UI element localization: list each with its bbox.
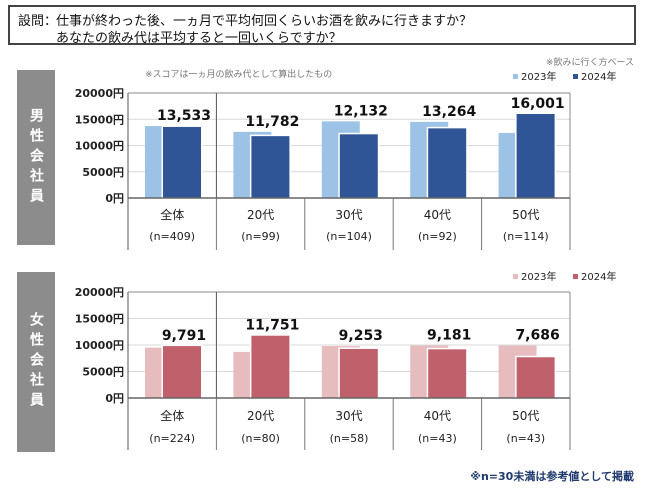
legend-label: 2023年 <box>521 70 556 83</box>
sample-size-label: (n=224) <box>149 432 195 445</box>
score-note: ※スコアは一ヵ月の飲み代として算出したもの <box>145 70 333 80</box>
bar-2024 <box>516 113 555 198</box>
category-label: 50代 <box>512 409 539 423</box>
y-tick-label: 20000円 <box>75 87 124 100</box>
data-label: 11,751 <box>245 318 299 334</box>
sample-size-label: (n=104) <box>326 230 372 243</box>
category-label: 全体 <box>160 207 184 222</box>
data-label: 12,132 <box>334 103 388 119</box>
question-box: 設問： 仕事が終わった後、一ヵ月で平均何回くらいお酒を飲みに行きますか？ あなた… <box>8 5 636 46</box>
y-tick-label: 5000円 <box>82 166 124 179</box>
female-panel-label: 女性会社員 <box>17 272 55 452</box>
question-line-2: あなたの飲み代は平均すると一回いくらですか？ <box>56 31 342 46</box>
legend-label: 2024年 <box>581 270 616 283</box>
category-label: 20代 <box>247 409 274 423</box>
category-label: 50代 <box>512 208 539 222</box>
data-label: 16,001 <box>511 96 565 112</box>
bar-2024 <box>516 357 555 398</box>
sample-size-label: (n=409) <box>149 230 195 243</box>
sample-size-label: (n=99) <box>241 230 280 243</box>
sample-size-label: (n=58) <box>330 432 369 445</box>
y-tick-label: 5000円 <box>82 366 124 379</box>
y-tick-label: 10000円 <box>75 339 124 352</box>
data-label: 7,686 <box>515 328 559 344</box>
legend-label: 2024年 <box>581 70 616 83</box>
footnote: ※n=30未満は参考値として掲載 <box>470 470 634 483</box>
data-label: 9,181 <box>427 328 471 344</box>
data-label: 9,791 <box>162 328 206 344</box>
sample-size-label: (n=43) <box>418 432 457 445</box>
y-tick-label: 20000円 <box>75 286 124 299</box>
data-label: 13,533 <box>157 108 211 124</box>
sample-size-label: (n=80) <box>241 432 280 445</box>
bar-2024 <box>428 128 467 198</box>
y-tick-label: 15000円 <box>75 313 124 326</box>
data-label: 13,264 <box>422 104 476 120</box>
legend-swatch-2023年 <box>513 74 518 79</box>
bar-2024 <box>339 348 378 398</box>
legend-swatch-2023年 <box>513 274 518 279</box>
sample-size-label: (n=43) <box>506 432 545 445</box>
sample-size-label: (n=114) <box>503 230 549 243</box>
bar-2024 <box>163 126 201 198</box>
y-tick-label: 0円 <box>105 192 124 205</box>
bar-2024 <box>428 349 467 398</box>
bar-2024 <box>251 136 290 198</box>
bar-2024 <box>163 346 201 398</box>
legend-swatch-2024年 <box>573 74 578 79</box>
y-tick-label: 15000円 <box>75 113 124 126</box>
bar-2024 <box>251 335 290 398</box>
base-note: ※飲みに行く方ベース <box>545 58 634 68</box>
male-panel-label: 男性会社員 <box>17 70 55 245</box>
y-tick-label: 0円 <box>105 392 124 405</box>
bar-2024 <box>339 134 378 198</box>
sample-size-label: (n=92) <box>418 230 457 243</box>
data-label: 11,782 <box>245 114 299 130</box>
category-label: 全体 <box>160 408 184 423</box>
legend-swatch-2024年 <box>573 274 578 279</box>
category-label: 30代 <box>335 409 362 423</box>
category-label: 40代 <box>424 409 451 423</box>
category-label: 40代 <box>424 208 451 222</box>
y-tick-label: 10000円 <box>75 140 124 153</box>
question-line-1: 仕事が終わった後、一ヵ月で平均何回くらいお酒を飲みに行きますか？ <box>56 14 473 29</box>
category-label: 30代 <box>335 208 362 222</box>
data-label: 9,253 <box>339 328 383 344</box>
category-label: 20代 <box>247 208 274 222</box>
legend-label: 2023年 <box>521 270 556 283</box>
question-label: 設問： <box>18 14 58 29</box>
